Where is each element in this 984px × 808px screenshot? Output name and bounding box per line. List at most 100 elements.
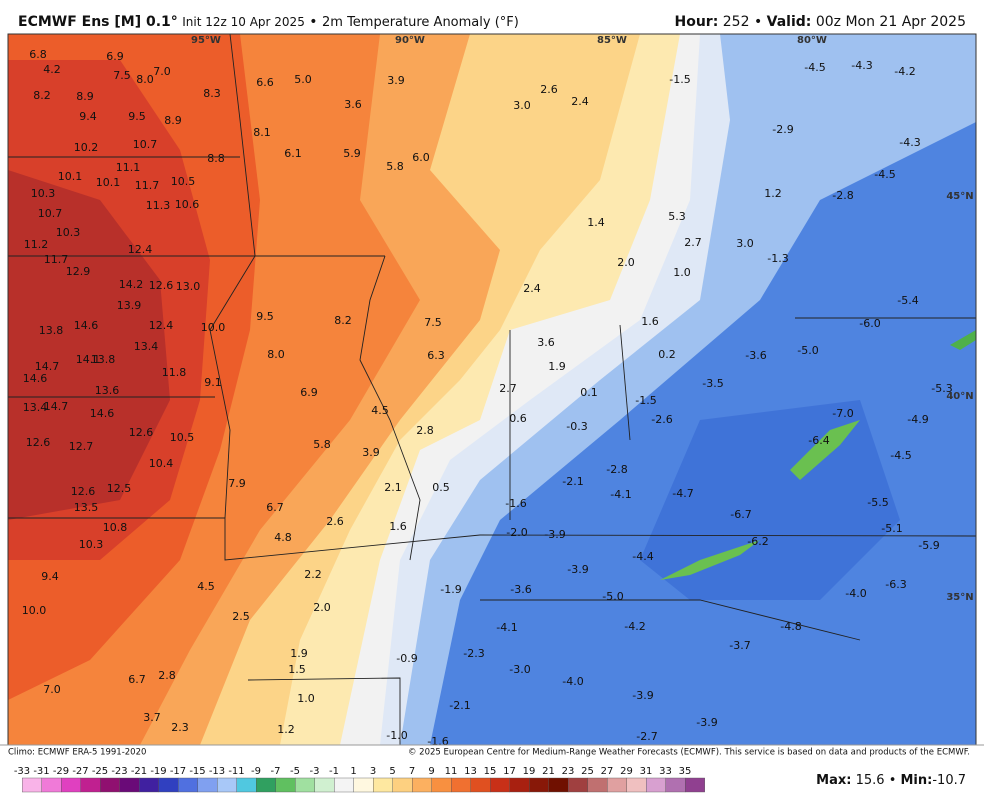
colorbar-tick-label: 29: [620, 766, 633, 777]
station-anomaly: 10.0: [201, 321, 226, 334]
green-streak: [660, 540, 760, 580]
station-anomaly: 7.5: [424, 316, 442, 329]
station-anomaly: -3.9: [632, 689, 653, 702]
colorbar-swatch: [275, 777, 296, 793]
colorbar-swatch: [353, 777, 374, 793]
station-anomaly: 8.9: [164, 114, 182, 127]
station-anomaly: -3.9: [567, 563, 588, 576]
station-anomaly: 2.4: [523, 282, 541, 295]
station-anomaly: -5.4: [897, 294, 918, 307]
station-anomaly: 11.8: [162, 366, 187, 379]
colorbar-swatch: [665, 777, 686, 793]
colorbar-tick-label: 35: [679, 766, 692, 777]
station-anomaly: -4.3: [851, 59, 872, 72]
header: ECMWF Ens [M] 0.1° Init 12z 10 Apr 2025 …: [18, 14, 519, 30]
colorbar-swatch: [41, 777, 62, 793]
border: [209, 34, 256, 519]
station-anomaly: 14.2: [119, 278, 144, 291]
station-anomaly: 2.0: [313, 601, 331, 614]
station-anomaly: 0.1: [580, 386, 598, 399]
station-anomaly: 2.7: [684, 236, 702, 249]
station-anomaly: 12.6: [149, 279, 174, 292]
colorbar-tick-label: -33: [14, 766, 30, 777]
min-label: Min:: [901, 773, 933, 788]
colorbar-tick-label: -19: [150, 766, 166, 777]
colorbar-tick-label: -15: [189, 766, 205, 777]
station-anomaly: 2.4: [571, 95, 589, 108]
copyright: © 2025 European Centre for Medium-Range …: [408, 748, 970, 758]
colorbar-tick-label: -21: [131, 766, 147, 777]
colorbar-tick-label: 19: [523, 766, 536, 777]
station-anomaly: -2.6: [651, 413, 672, 426]
colorbar-tick-label: 5: [389, 766, 395, 777]
station-anomaly: 9.5: [128, 110, 146, 123]
station-anomaly: -1.5: [635, 394, 656, 407]
station-anomaly: 3.7: [143, 711, 161, 724]
colorbar-tick-label: -17: [170, 766, 186, 777]
green-streak: [790, 420, 860, 480]
border: [619, 324, 631, 441]
colorbar-swatch: [22, 777, 42, 793]
colorbar-tick-label: 27: [601, 766, 614, 777]
station-anomaly: 12.5: [107, 482, 132, 495]
station-anomaly: -1.9: [440, 583, 461, 596]
colorbar-swatch: [100, 777, 120, 793]
valid-label: Valid:: [767, 14, 812, 30]
lat-label: 35°N: [946, 592, 973, 603]
station-anomaly: 14.6: [74, 319, 99, 332]
station-anomaly: 10.2: [74, 141, 99, 154]
station-anomaly: 14.7: [35, 360, 60, 373]
station-anomaly: 10.4: [149, 457, 174, 470]
station-anomaly: 12.4: [128, 243, 153, 256]
station-anomaly: 10.6: [175, 198, 200, 211]
colorbar-swatch: [529, 777, 549, 793]
colorbar-tick-label: -13: [209, 766, 225, 777]
station-anomaly: -6.0: [859, 317, 880, 330]
colorbar-swatch: [61, 777, 81, 793]
colorbar-swatch: [373, 777, 393, 793]
station-anomaly: 3.6: [537, 336, 555, 349]
colorbar-tick-label: 31: [640, 766, 653, 777]
anomaly-field: [8, 170, 170, 520]
station-anomaly: 11.1: [116, 161, 141, 174]
colorbar-tick-label: -1: [329, 766, 339, 777]
station-anomaly: 11.7: [135, 179, 160, 192]
station-anomaly: 13.6: [95, 384, 120, 397]
colorbar-swatch: [412, 777, 432, 793]
station-anomaly: 12.9: [66, 265, 91, 278]
colorbar-tick-label: -7: [271, 766, 281, 777]
colorbar-swatch: [314, 777, 335, 793]
station-anomaly: -3.9: [544, 528, 565, 541]
colorbar-swatch: [568, 777, 588, 793]
station-anomaly: 10.0: [22, 604, 47, 617]
colorbar-tick-label: 11: [445, 766, 458, 777]
station-anomaly: 8.0: [267, 348, 285, 361]
init: Init 12z 10 Apr 2025: [182, 15, 305, 29]
station-anomaly: 12.6: [26, 436, 51, 449]
station-anomaly: 10.8: [103, 521, 128, 534]
station-anomaly: 10.7: [133, 138, 158, 151]
station-anomaly: 10.5: [170, 431, 195, 444]
station-anomaly: -4.0: [845, 587, 866, 600]
colorbar-tick-label: 33: [659, 766, 672, 777]
station-anomaly: -4.7: [672, 487, 693, 500]
station-anomaly: -4.1: [496, 621, 517, 634]
station-anomaly: 0.2: [658, 348, 676, 361]
station-anomaly: -6.7: [730, 508, 751, 521]
station-anomaly: 10.1: [58, 170, 83, 183]
station-anomaly: 13.4: [134, 340, 159, 353]
station-anomaly: 0.6: [509, 412, 527, 425]
colorbar-swatch: [178, 777, 198, 793]
station-anomaly: -4.4: [632, 550, 653, 563]
station-anomaly: 1.9: [548, 360, 566, 373]
station-anomaly: 6.1: [284, 147, 302, 160]
lon-label: 85°W: [597, 35, 627, 46]
station-anomaly: 6.8: [29, 48, 47, 61]
station-anomaly: 7.9: [228, 477, 246, 490]
colorbar-swatch: [256, 777, 276, 793]
station-anomaly: -7.0: [832, 407, 853, 420]
colorbar-swatch: [295, 777, 315, 793]
station-anomaly: 6.9: [300, 386, 318, 399]
station-anomaly: 13.8: [39, 324, 64, 337]
station-anomaly: -3.0: [509, 663, 530, 676]
